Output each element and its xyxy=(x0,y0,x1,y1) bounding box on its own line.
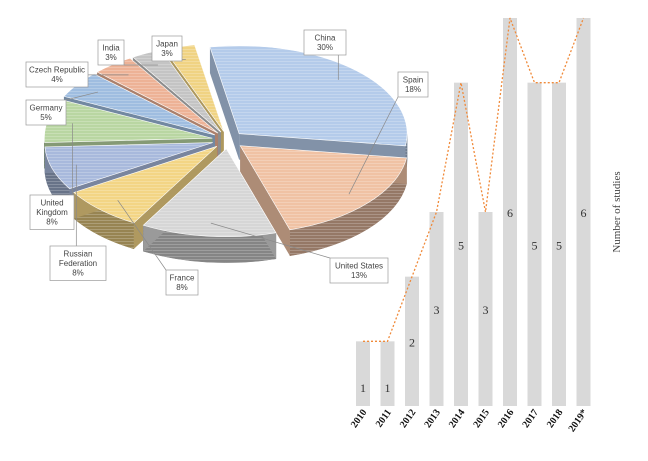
year-label-2015: 2015 xyxy=(471,407,491,430)
leader-line-united-states xyxy=(210,222,331,259)
slice-percent-china: 30% xyxy=(317,43,333,52)
bar-value-2015: 3 xyxy=(483,303,489,317)
callout-box-germany xyxy=(25,99,67,126)
year-label-2019: 2019* xyxy=(567,407,590,434)
slice-name-india: India xyxy=(102,44,120,53)
slice-percent-czech-republic: 4% xyxy=(51,75,63,84)
slice-percent-united-kingdom: 8% xyxy=(46,218,58,227)
callout-box-united-states xyxy=(329,257,389,284)
bar-chart: 1 2010 1 2011 2 2012 3 2013 5 2014 3 2015 6 2016 5 2017… xyxy=(349,17,623,434)
bar-value-2012: 2 xyxy=(409,335,415,349)
slice-name-russian-federation: Federation xyxy=(59,259,97,268)
year-label-2018: 2018 xyxy=(545,407,565,430)
slice-name-czech-republic: Czech Republic xyxy=(29,66,85,75)
slice-percent-germany: 5% xyxy=(40,113,52,122)
year-label-2013: 2013 xyxy=(422,407,442,430)
slice-name-france: France xyxy=(170,274,195,283)
year-label-2012: 2012 xyxy=(398,407,418,430)
bar-value-2018: 5 xyxy=(556,238,562,252)
slice-name-japan: Japan xyxy=(156,40,178,49)
slice-name-united-states: United States xyxy=(335,262,383,271)
year-label-2010: 2010 xyxy=(349,407,369,430)
slice-name-united-kingdom: Kingdom xyxy=(36,208,68,217)
bar-2019 xyxy=(576,18,591,406)
callout-box-china xyxy=(303,29,347,56)
bar-2017 xyxy=(527,82,542,407)
bar-value-2013: 3 xyxy=(434,303,440,317)
callout-box-czech-republic xyxy=(25,61,89,88)
bar-value-2011: 1 xyxy=(385,381,391,395)
year-label-2016: 2016 xyxy=(496,407,516,430)
slice-percent-united-states: 13% xyxy=(351,271,367,280)
bar-value-2016: 6 xyxy=(507,206,513,220)
slice-percent-japan: 3% xyxy=(161,49,173,58)
callout-box-russian-federation xyxy=(49,245,107,281)
slice-name-russian-federation: Russian xyxy=(64,250,93,259)
bar-value-2019: 6 xyxy=(581,206,587,220)
bar-2018 xyxy=(552,82,566,407)
y-axis-title: Number of studies xyxy=(611,171,623,252)
leader-line-spain xyxy=(348,96,399,195)
slice-name-germany: Germany xyxy=(30,104,63,113)
slice-name-united-kingdom: United xyxy=(40,199,63,208)
bar-2015 xyxy=(478,212,493,406)
bar-2012 xyxy=(405,276,419,406)
slice-percent-russian-federation: 8% xyxy=(72,269,84,278)
bar-value-2014: 5 xyxy=(458,238,464,252)
callout-box-spain xyxy=(397,71,429,98)
leader-line-germany xyxy=(65,91,99,101)
callout-box-united-kingdom xyxy=(29,194,75,230)
slice-percent-france: 8% xyxy=(176,283,188,292)
trend-line xyxy=(363,17,585,342)
year-label-2011: 2011 xyxy=(374,407,394,429)
bar-2013 xyxy=(429,212,444,406)
bar-2014 xyxy=(454,82,468,407)
year-label-2017: 2017 xyxy=(520,407,540,430)
slice-name-spain: Spain xyxy=(403,76,423,85)
slice-percent-spain: 18% xyxy=(405,85,421,94)
bar-2011 xyxy=(380,341,395,406)
callout-box-japan xyxy=(151,35,183,62)
bar-2010 xyxy=(356,341,370,406)
leader-line-france xyxy=(117,199,167,271)
callout-box-france xyxy=(165,269,199,296)
pie-slice-china xyxy=(209,45,408,147)
bar-2016 xyxy=(503,18,517,406)
callout-box-india xyxy=(97,39,125,66)
slice-name-china: China xyxy=(315,34,336,43)
year-label-2014: 2014 xyxy=(447,407,467,430)
bar-value-2010: 1 xyxy=(360,381,366,395)
bar-value-2017: 5 xyxy=(532,238,538,252)
slice-percent-india: 3% xyxy=(105,53,117,62)
